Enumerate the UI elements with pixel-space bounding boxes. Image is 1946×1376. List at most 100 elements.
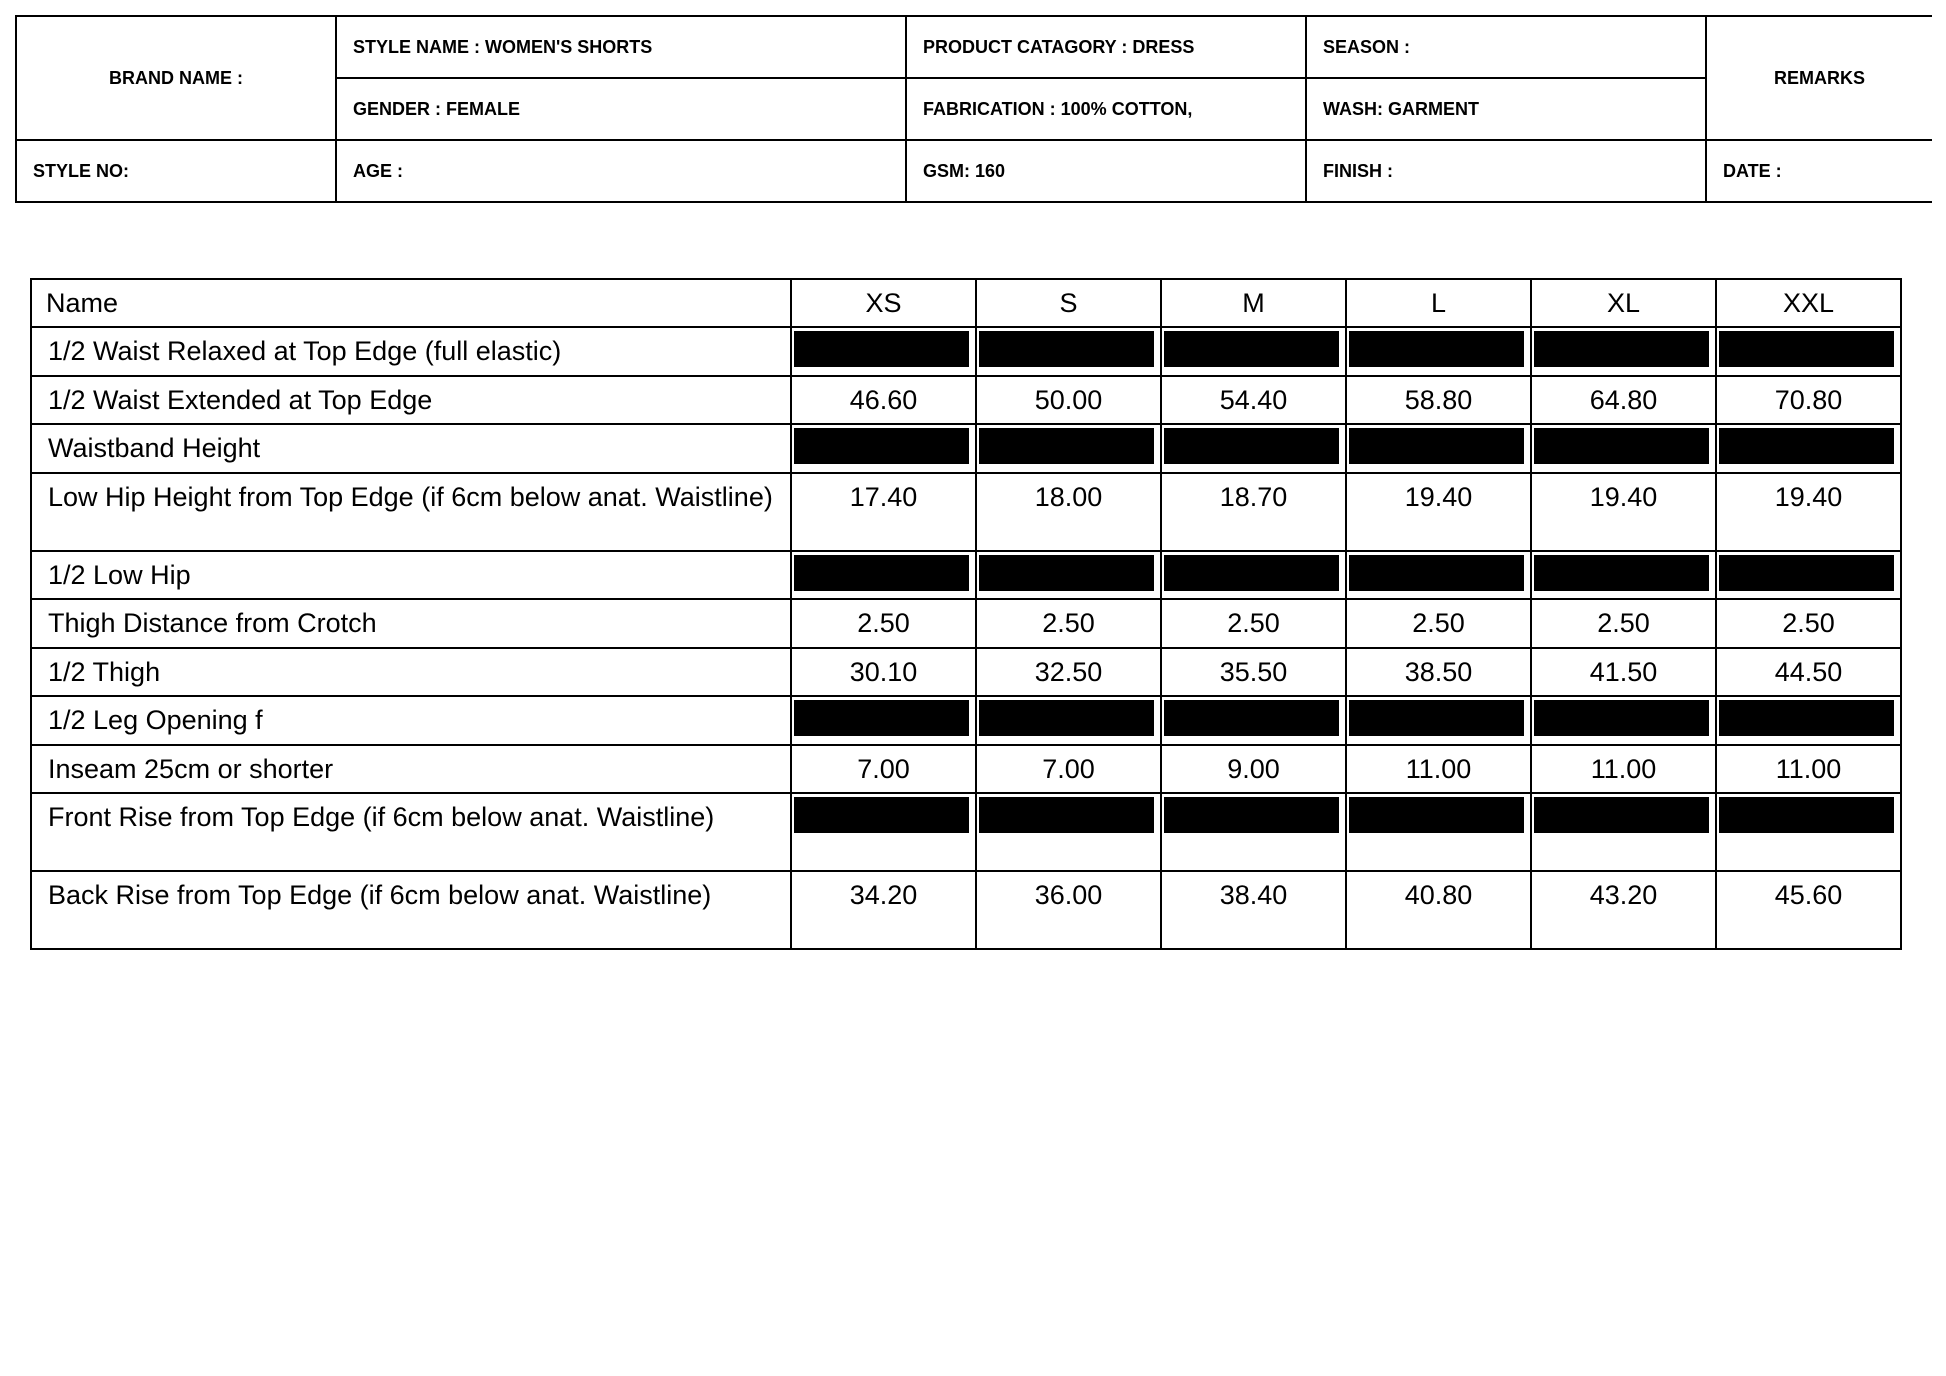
redaction-bar [1719, 428, 1894, 464]
measurement-value: 2.50 [1716, 599, 1901, 647]
measurement-name: Back Rise from Top Edge (if 6cm below an… [31, 871, 791, 949]
redacted-cell [976, 696, 1161, 744]
redacted-cell [1161, 551, 1346, 599]
info-row-1: BRAND NAME : STYLE NAME : WOMEN'S SHORTS… [16, 16, 1932, 78]
redaction-bar [1164, 797, 1339, 833]
gender-cell: GENDER : FEMALE [336, 78, 906, 140]
measurement-value: 2.50 [1346, 599, 1531, 647]
redaction-bar [1719, 331, 1894, 367]
measurement-value: 2.50 [976, 599, 1161, 647]
redacted-cell [791, 327, 976, 375]
redaction-bar [1534, 331, 1709, 367]
measurement-value: 2.50 [791, 599, 976, 647]
redaction-bar [1534, 428, 1709, 464]
measurement-name: 1/2 Thigh [31, 648, 791, 696]
redaction-bar [1534, 797, 1709, 833]
measurement-value: 36.00 [976, 871, 1161, 949]
measurement-name: Thigh Distance from Crotch [31, 599, 791, 647]
redaction-bar [1164, 555, 1339, 591]
redaction-bar [794, 555, 969, 591]
redaction-bar [1719, 700, 1894, 736]
measurement-name: Low Hip Height from Top Edge (if 6cm bel… [31, 473, 791, 551]
redaction-bar [794, 797, 969, 833]
measurement-value: 11.00 [1346, 745, 1531, 793]
redaction-bar [979, 700, 1154, 736]
redacted-cell [1716, 696, 1901, 744]
redaction-bar [1164, 331, 1339, 367]
measurement-name: 1/2 Low Hip [31, 551, 791, 599]
measurement-name: Inseam 25cm or shorter [31, 745, 791, 793]
redacted-cell [1346, 327, 1531, 375]
measurement-value: 35.50 [1161, 648, 1346, 696]
redacted-cell [976, 793, 1161, 871]
wash-cell: WASH: GARMENT [1306, 78, 1706, 140]
measurement-value: 11.00 [1716, 745, 1901, 793]
redacted-cell [1346, 551, 1531, 599]
measurement-value: 41.50 [1531, 648, 1716, 696]
remarks-cell: REMARKS [1706, 16, 1932, 140]
measurement-value: 2.50 [1531, 599, 1716, 647]
table-row: 1/2 Thigh30.1032.5035.5038.5041.5044.50 [31, 648, 1901, 696]
redaction-bar [1534, 555, 1709, 591]
col-header-name: Name [31, 279, 791, 327]
measurement-value: 70.80 [1716, 376, 1901, 424]
measurement-value: 30.10 [791, 648, 976, 696]
redaction-bar [794, 428, 969, 464]
date-cell: DATE : [1706, 140, 1932, 202]
redaction-bar [1349, 331, 1524, 367]
size-chart-table: Name XS S M L XL XXL 1/2 Waist Relaxed a… [30, 278, 1902, 950]
redaction-bar [1349, 700, 1524, 736]
info-table: BRAND NAME : STYLE NAME : WOMEN'S SHORTS… [15, 15, 1932, 203]
measurement-value: 17.40 [791, 473, 976, 551]
table-row: Low Hip Height from Top Edge (if 6cm bel… [31, 473, 1901, 551]
finish-cell: FINISH : [1306, 140, 1706, 202]
redaction-bar [794, 331, 969, 367]
table-row: Thigh Distance from Crotch2.502.502.502.… [31, 599, 1901, 647]
season-cell: SEASON : [1306, 16, 1706, 78]
table-row: Back Rise from Top Edge (if 6cm below an… [31, 871, 1901, 949]
style-name-cell: STYLE NAME : WOMEN'S SHORTS [336, 16, 906, 78]
redaction-bar [1349, 428, 1524, 464]
redacted-cell [1161, 696, 1346, 744]
measurement-value: 45.60 [1716, 871, 1901, 949]
redaction-bar [979, 797, 1154, 833]
measurement-name: 1/2 Waist Extended at Top Edge [31, 376, 791, 424]
table-row: 1/2 Leg Opening f [31, 696, 1901, 744]
col-header-l: L [1346, 279, 1531, 327]
measurement-value: 38.40 [1161, 871, 1346, 949]
redacted-cell [1346, 424, 1531, 472]
redacted-cell [791, 551, 976, 599]
measurement-value: 46.60 [791, 376, 976, 424]
col-header-m: M [1161, 279, 1346, 327]
size-chart-body: 1/2 Waist Relaxed at Top Edge (full elas… [31, 327, 1901, 949]
size-chart-header-row: Name XS S M L XL XXL [31, 279, 1901, 327]
product-category-cell: PRODUCT CATAGORY : DRESS [906, 16, 1306, 78]
redaction-bar [1164, 700, 1339, 736]
measurement-value: 43.20 [1531, 871, 1716, 949]
measurement-value: 7.00 [976, 745, 1161, 793]
table-row: 1/2 Low Hip [31, 551, 1901, 599]
col-header-xl: XL [1531, 279, 1716, 327]
redacted-cell [1346, 696, 1531, 744]
measurement-value: 32.50 [976, 648, 1161, 696]
redacted-cell [1716, 327, 1901, 375]
measurement-value: 18.00 [976, 473, 1161, 551]
measurement-value: 44.50 [1716, 648, 1901, 696]
measurement-value: 19.40 [1346, 473, 1531, 551]
redacted-cell [1531, 793, 1716, 871]
table-row: 1/2 Waist Relaxed at Top Edge (full elas… [31, 327, 1901, 375]
redaction-bar [1164, 428, 1339, 464]
redaction-bar [1534, 700, 1709, 736]
redaction-bar [979, 331, 1154, 367]
redaction-bar [794, 700, 969, 736]
redaction-bar [1349, 797, 1524, 833]
redacted-cell [1346, 793, 1531, 871]
measurement-value: 7.00 [791, 745, 976, 793]
redacted-cell [1161, 793, 1346, 871]
measurement-value: 64.80 [1531, 376, 1716, 424]
measurement-value: 9.00 [1161, 745, 1346, 793]
measurement-name: Front Rise from Top Edge (if 6cm below a… [31, 793, 791, 871]
redacted-cell [1161, 327, 1346, 375]
col-header-s: S [976, 279, 1161, 327]
redaction-bar [1349, 555, 1524, 591]
